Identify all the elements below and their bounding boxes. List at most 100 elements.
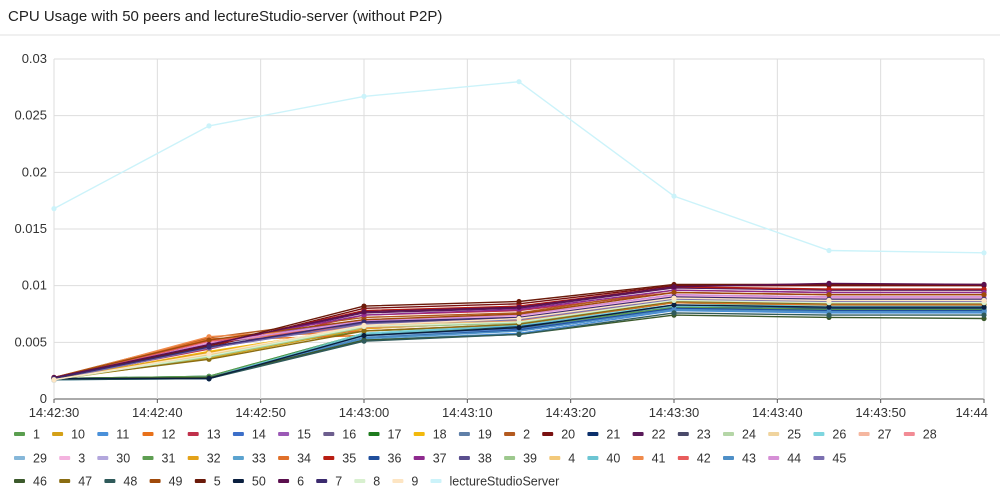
legend-item[interactable]: 16 bbox=[323, 428, 356, 442]
legend-item[interactable]: 6 bbox=[278, 475, 304, 489]
legend-item[interactable]: 9 bbox=[392, 475, 418, 489]
legend-label: 37 bbox=[433, 452, 447, 466]
legend-label: 24 bbox=[742, 428, 756, 442]
legend-swatch bbox=[542, 432, 554, 436]
legend-swatch bbox=[316, 479, 328, 483]
legend-item[interactable]: 34 bbox=[278, 452, 311, 466]
legend-item[interactable]: 40 bbox=[587, 452, 620, 466]
legend-swatch bbox=[278, 456, 290, 460]
legend-item[interactable]: 41 bbox=[632, 452, 666, 466]
legend-item[interactable]: 4 bbox=[549, 452, 575, 466]
data-point bbox=[516, 298, 522, 305]
legend-item[interactable]: 5 bbox=[194, 475, 221, 489]
legend-item[interactable]: 1 bbox=[14, 428, 40, 442]
x-tick-label: 14:42:30 bbox=[29, 405, 80, 420]
legend-item[interactable]: 21 bbox=[587, 428, 620, 442]
legend-item[interactable]: 46 bbox=[14, 475, 47, 489]
legend-swatch bbox=[52, 432, 64, 436]
legend-swatch bbox=[430, 479, 442, 483]
legend-item[interactable]: 15 bbox=[278, 428, 311, 442]
legend-label: 16 bbox=[342, 428, 356, 442]
legend-item[interactable]: 25 bbox=[768, 428, 801, 442]
data-point bbox=[981, 292, 987, 298]
legend-item[interactable]: 20 bbox=[542, 428, 575, 442]
legend-item[interactable]: 50 bbox=[232, 475, 266, 489]
legend-swatch bbox=[232, 456, 244, 460]
data-point bbox=[671, 193, 677, 199]
legend-item[interactable]: 47 bbox=[59, 475, 92, 489]
series-9 bbox=[51, 295, 987, 383]
legend-item[interactable]: 24 bbox=[723, 428, 756, 442]
legend-swatch bbox=[504, 456, 516, 460]
data-point bbox=[981, 297, 987, 303]
legend-item[interactable]: 3 bbox=[59, 452, 85, 466]
data-point bbox=[206, 337, 212, 343]
legend-swatch bbox=[587, 456, 599, 460]
legend-swatch bbox=[458, 432, 470, 436]
legend-label: 11 bbox=[116, 428, 129, 442]
legend-item[interactable]: 36 bbox=[368, 452, 402, 466]
legend-swatch bbox=[97, 456, 109, 460]
legend-item[interactable]: lectureStudioServer bbox=[430, 475, 560, 489]
data-point bbox=[206, 344, 212, 350]
legend-item[interactable]: 8 bbox=[354, 475, 380, 489]
legend-item[interactable]: 23 bbox=[677, 428, 711, 442]
legend-label: 20 bbox=[561, 428, 575, 442]
data-point bbox=[51, 377, 57, 383]
legend-item[interactable]: 2 bbox=[504, 428, 530, 442]
legend-label: 13 bbox=[207, 428, 221, 442]
legend-swatch bbox=[14, 432, 25, 436]
legend-item[interactable]: 19 bbox=[458, 428, 492, 442]
legend-item[interactable]: 26 bbox=[813, 428, 846, 442]
legend-item[interactable]: 49 bbox=[149, 475, 183, 489]
legend-item[interactable]: 43 bbox=[723, 452, 756, 466]
x-tick-label: 14:43:50 bbox=[855, 405, 906, 420]
legend-item[interactable]: 35 bbox=[323, 452, 356, 466]
legend-label: 39 bbox=[523, 452, 537, 466]
legend-item[interactable]: 31 bbox=[142, 452, 176, 466]
y-tick-label: 0.02 bbox=[22, 164, 47, 179]
legend-item[interactable]: 29 bbox=[14, 452, 47, 466]
legend-label: 41 bbox=[652, 452, 666, 466]
legend-item[interactable]: 45 bbox=[813, 452, 846, 466]
legend-item[interactable]: 38 bbox=[458, 452, 492, 466]
legend-item[interactable]: 28 bbox=[903, 428, 937, 442]
legend-item[interactable]: 14 bbox=[232, 428, 266, 442]
legend-item[interactable]: 39 bbox=[504, 452, 537, 466]
legend-label: lectureStudioServer bbox=[450, 475, 560, 489]
legend-swatch bbox=[323, 456, 335, 460]
legend-item[interactable]: 44 bbox=[768, 452, 801, 466]
series-lectureStudioServer bbox=[51, 79, 987, 256]
legend-item[interactable]: 27 bbox=[858, 428, 892, 442]
legend-swatch bbox=[723, 456, 734, 460]
x-tick-label: 14:43:00 bbox=[339, 405, 390, 420]
legend-swatch bbox=[504, 432, 516, 436]
legend-item[interactable]: 11 bbox=[97, 428, 129, 442]
legend-label: 21 bbox=[606, 428, 620, 442]
legend-item[interactable]: 37 bbox=[413, 452, 447, 466]
legend-item[interactable]: 10 bbox=[52, 428, 85, 442]
legend-item[interactable]: 12 bbox=[142, 428, 176, 442]
legend-item[interactable]: 33 bbox=[232, 452, 266, 466]
legend-item[interactable]: 30 bbox=[97, 452, 130, 466]
legend-swatch bbox=[187, 432, 199, 436]
data-point bbox=[51, 206, 57, 212]
legend-label: 25 bbox=[787, 428, 801, 442]
legend-item[interactable]: 18 bbox=[413, 428, 447, 442]
legend-swatch bbox=[59, 456, 71, 460]
legend-item[interactable]: 22 bbox=[632, 428, 666, 442]
data-point bbox=[361, 332, 367, 339]
legend-item[interactable]: 42 bbox=[677, 452, 711, 466]
legend-item[interactable]: 17 bbox=[368, 428, 402, 442]
legend-swatch bbox=[392, 479, 404, 483]
legend-item[interactable]: 13 bbox=[187, 428, 221, 442]
legend-label: 50 bbox=[252, 475, 266, 489]
legend-label: 38 bbox=[478, 452, 492, 466]
legend-swatch bbox=[97, 432, 109, 436]
legend-label: 45 bbox=[832, 452, 846, 466]
legend-item[interactable]: 7 bbox=[316, 475, 342, 489]
legend-item[interactable]: 32 bbox=[187, 452, 221, 466]
legend-item[interactable]: 48 bbox=[104, 475, 137, 489]
axes: 0 0.005 0.01 0.015 0.02 0.025 0.03 14:42:30 14:4… bbox=[14, 51, 988, 420]
legend-swatch bbox=[104, 479, 116, 483]
